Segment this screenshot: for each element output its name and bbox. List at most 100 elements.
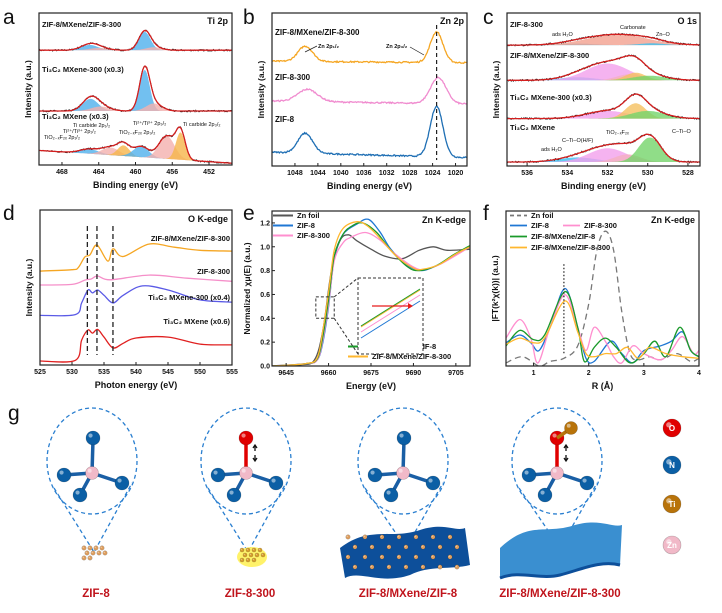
titanium-atom <box>564 421 578 435</box>
nanoparticle <box>93 545 99 551</box>
atom-highlight <box>582 478 587 483</box>
x-tick-label: 530 <box>642 170 654 177</box>
y-tick-label: 1.0 <box>260 244 270 251</box>
spectrum <box>507 133 700 164</box>
atom-highlight <box>249 553 251 555</box>
atom-highlight <box>258 548 260 550</box>
fit-component <box>507 157 700 162</box>
nanoparticle <box>254 552 260 558</box>
legend-label: ZIF-8 <box>531 221 549 230</box>
spectrum-label: ZIF-8/MXene/ZIF-8-300 <box>42 20 121 29</box>
y-tick-label: 0.2 <box>260 340 270 347</box>
arrow-head-icon <box>408 303 413 309</box>
panel-letter-a: a <box>3 6 15 29</box>
nanoparticle <box>245 557 251 563</box>
x-tick-label: 550 <box>194 369 206 376</box>
inset-line <box>360 294 421 333</box>
axes-frame <box>505 210 700 367</box>
component-label: Ti carbide 2p₁/₂ <box>73 123 110 129</box>
atom-highlight <box>252 558 254 560</box>
nanoparticle <box>248 552 254 558</box>
atom-highlight <box>100 546 102 548</box>
fit-envelope-line <box>507 33 700 46</box>
atom-highlight <box>448 555 450 557</box>
nanoparticle <box>102 550 108 556</box>
annotation-arrow <box>409 46 425 56</box>
fit-envelope-line <box>507 54 700 81</box>
component-label: Ti²⁺/Ti³⁺ 2p₁/₂ <box>63 128 96 135</box>
spectrum-label: Ti₃C₂ MXene-300 (x0.3) <box>510 93 592 102</box>
panel-d: 525 530 535 540 545 550 555 Photon energy (eV) I… <box>24 209 238 390</box>
x-tick-label: 535 <box>98 369 110 376</box>
x-tick-label: 3 <box>642 370 646 377</box>
atom-highlight <box>431 555 433 557</box>
x-tick-label: 460 <box>130 169 142 176</box>
atom-legend-label: O <box>669 424 675 433</box>
spectrum-label: Ti₃C₂ MXene-300 (x0.3) <box>42 65 124 74</box>
nanoparticle <box>242 552 248 558</box>
atom-highlight <box>421 545 423 547</box>
atom-highlight <box>438 565 440 567</box>
nanoparticle <box>403 544 409 550</box>
spectrum-label: ZIF-8 <box>275 115 295 124</box>
series-label: ZIF-8/MXene/ZIF-8-300 <box>151 234 230 243</box>
zoom-ellipse <box>511 407 603 515</box>
nanoparticle <box>413 534 419 540</box>
series-line <box>40 328 232 363</box>
atom-highlight <box>103 551 105 553</box>
legend-label: ZIF-8-300 <box>584 221 617 230</box>
y-axis-label: Intensity (a.u.) <box>23 60 33 118</box>
atom-highlight <box>88 546 90 548</box>
nanoparticle <box>447 554 453 560</box>
x-tick-label: 1032 <box>379 170 395 177</box>
y-axis-label: Normalized χμ(E) (a.u.) <box>242 242 252 334</box>
x-tick-label: 555 <box>226 369 238 376</box>
atom-highlight <box>552 433 557 438</box>
nanoparticle <box>437 564 443 570</box>
structure-label: ZIF-8 <box>82 588 110 600</box>
atom-highlight <box>552 468 557 473</box>
nanoparticle <box>362 534 368 540</box>
panel-e: 9645 9660 9675 9690 9705 Energy (eV) Normalize… <box>242 210 471 391</box>
spectrum-label: Ti₃C₂ MXene (x0.3) <box>42 112 109 121</box>
fit-envelope-line <box>507 133 700 163</box>
zinc-atom <box>396 466 410 480</box>
series-line <box>506 290 699 364</box>
x-tick-label: 1040 <box>333 170 349 177</box>
panel-c: 536 534 532 530 528 Binding energy (eV) Intens… <box>491 12 701 191</box>
nanoparticle <box>454 544 460 550</box>
atom-highlight <box>85 551 87 553</box>
nanoparticle <box>345 534 351 540</box>
nanoparticle <box>386 564 392 570</box>
y-axis-label: Intensity (a.u.) <box>256 61 266 119</box>
plot-area <box>272 218 470 366</box>
fit-component <box>507 63 700 81</box>
nanoparticle <box>87 555 93 561</box>
structure-label: ZIF-8-300 <box>225 588 276 600</box>
nanoparticle <box>396 534 402 540</box>
atom-highlight <box>82 546 84 548</box>
atom-highlight <box>353 545 355 547</box>
fit-component <box>507 43 700 46</box>
spectrum-label: ZIF-8-300 <box>510 20 543 29</box>
x-tick-label: 534 <box>561 170 573 177</box>
nanoparticle <box>251 557 257 563</box>
series-line <box>506 287 699 364</box>
x-tick-label: 532 <box>602 170 614 177</box>
oxygen-atom <box>238 430 254 446</box>
atom-highlight <box>88 556 90 558</box>
zoom-ellipse <box>46 407 138 515</box>
spectrum <box>507 92 700 120</box>
nanoparticle <box>345 554 351 560</box>
fit-component <box>39 32 232 51</box>
atom-highlight <box>387 545 389 547</box>
fit-component <box>39 132 232 164</box>
structure-label: ZIF-8/MXene/ZIF-8 <box>359 588 458 600</box>
panel-title: Ti 2p <box>207 16 228 26</box>
x-tick-label: 530 <box>66 369 78 376</box>
nanoparticle <box>447 534 453 540</box>
atom-highlight <box>59 470 64 475</box>
series-label: Ti₃C₂ MXene-300 (x0.4) <box>148 293 230 302</box>
nanoparticle <box>260 552 266 558</box>
